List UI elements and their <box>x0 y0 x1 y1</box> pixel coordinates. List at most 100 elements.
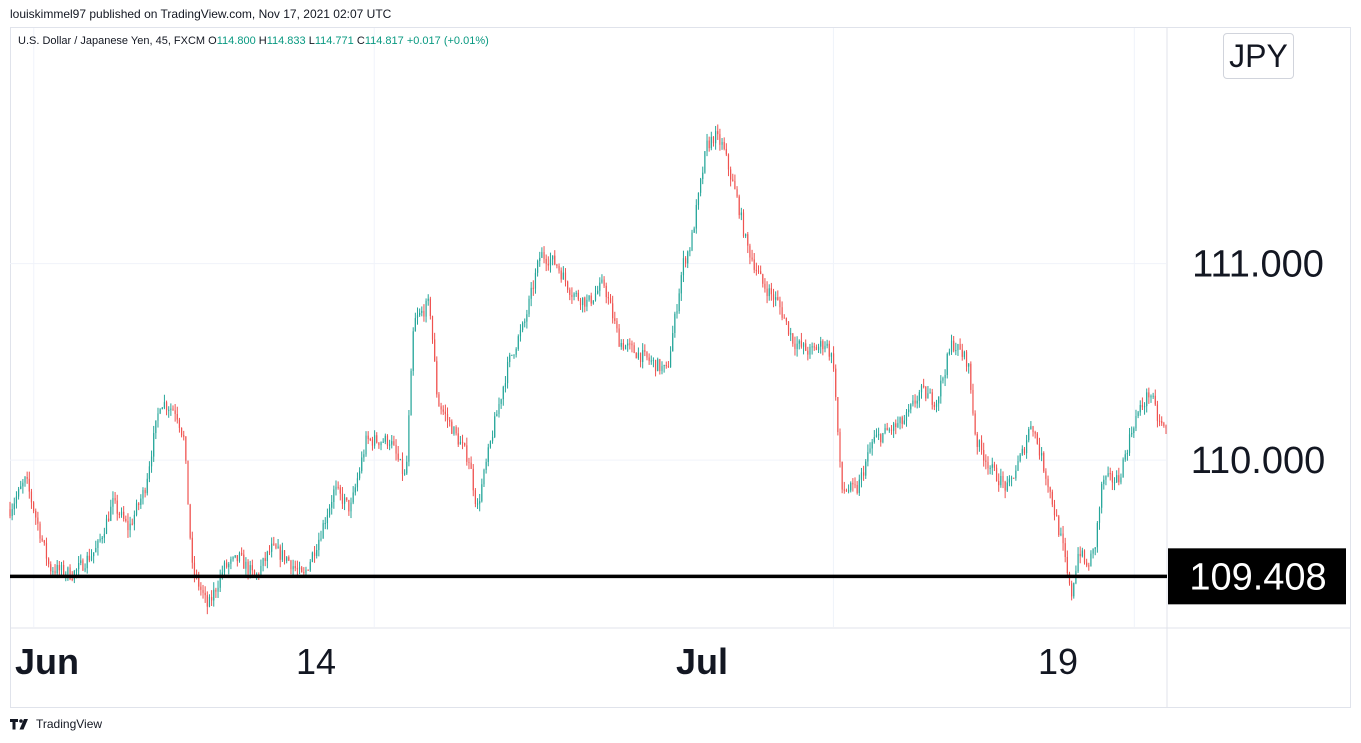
candle-body <box>1010 477 1013 479</box>
candle-body <box>52 571 54 573</box>
candle-body <box>1090 553 1092 567</box>
symbol-legend[interactable]: U.S. Dollar / Japanese Yen, 45, FXCM O11… <box>18 35 489 47</box>
candle-body <box>234 555 236 558</box>
candle-body <box>620 343 622 347</box>
candle-body <box>223 562 226 573</box>
candle-body <box>481 484 483 502</box>
candle-body <box>650 360 652 362</box>
candle-body <box>1064 543 1066 557</box>
candle-body <box>676 311 678 314</box>
candle-body <box>296 568 298 570</box>
legend-open-value: 114.800 <box>216 35 256 47</box>
candle-body <box>1008 478 1011 483</box>
candle-body <box>339 487 341 494</box>
candle-body <box>322 523 324 539</box>
candle-body <box>1096 522 1098 548</box>
candle-body <box>865 461 867 476</box>
time-tick-label: Jul <box>676 641 728 682</box>
candle-body <box>556 264 558 266</box>
candle-body <box>489 441 492 448</box>
candle-body <box>311 552 314 562</box>
candle-body <box>275 544 277 549</box>
candle-body <box>515 348 517 355</box>
candle-body <box>1004 481 1006 491</box>
candle-body <box>558 265 560 271</box>
candle-body <box>120 511 123 516</box>
candle-body <box>1109 473 1111 475</box>
candle-body <box>691 232 693 251</box>
candle-body <box>479 501 481 504</box>
candle-body <box>985 460 987 462</box>
candle-body <box>39 523 41 539</box>
candle-body <box>48 558 50 565</box>
candle-body <box>903 420 905 424</box>
candle-body <box>809 346 811 355</box>
candle-body <box>659 359 661 372</box>
candle-body <box>693 228 695 233</box>
candle-body <box>341 493 344 504</box>
candle-body <box>1150 396 1152 398</box>
candle-body <box>168 409 170 411</box>
candle-body <box>271 543 273 552</box>
grid <box>10 28 1166 627</box>
candle-body <box>442 409 444 412</box>
candle-body <box>543 252 545 259</box>
candle-body <box>524 321 526 323</box>
candle-body <box>695 204 697 229</box>
candle-body <box>1062 533 1064 544</box>
candle-body <box>813 346 815 348</box>
candle-body <box>710 136 712 149</box>
candle-body <box>444 411 446 414</box>
candle-body <box>63 564 65 575</box>
candle-body <box>654 360 657 372</box>
candle-body <box>629 343 631 345</box>
candle-body <box>539 257 541 261</box>
candle-body <box>264 558 266 562</box>
candle-body <box>822 341 824 350</box>
candle-body <box>105 518 108 534</box>
candle-body <box>174 410 176 414</box>
candle-body <box>298 567 301 570</box>
candle-body <box>509 354 511 362</box>
candle-body <box>1122 459 1124 478</box>
candle-body <box>534 272 537 289</box>
candle-body <box>983 449 985 461</box>
candle-body <box>208 597 211 607</box>
candle-body <box>301 567 303 573</box>
candle-body <box>494 416 496 438</box>
candle-body <box>794 343 796 349</box>
candle-body <box>792 333 794 344</box>
candle-body <box>45 542 48 559</box>
candle-body <box>476 503 479 505</box>
time-tick-label: Jun <box>15 641 79 682</box>
candle-body <box>753 259 755 270</box>
candle-body <box>71 578 73 580</box>
footer-branding[interactable]: TradingView <box>10 717 102 731</box>
candle-body <box>393 441 395 445</box>
candle-body <box>294 566 296 569</box>
candle-body <box>764 283 766 289</box>
candle-body <box>273 543 275 545</box>
candle-body <box>1051 491 1053 505</box>
legend-close-value: 114.817 <box>364 35 404 47</box>
candle-body <box>110 506 112 521</box>
candle-body <box>1103 479 1105 485</box>
candle-body <box>401 459 404 474</box>
candle-body <box>519 330 522 337</box>
candle-body <box>725 148 727 155</box>
candle-body <box>26 477 28 479</box>
candle-body <box>751 257 753 260</box>
candle-body <box>67 567 69 575</box>
candle-body <box>502 386 504 400</box>
candle-body <box>603 279 605 286</box>
candle-body <box>309 561 311 571</box>
candle-body <box>466 445 468 462</box>
candle-body <box>187 460 189 505</box>
candle-body <box>20 486 22 489</box>
candle-body <box>1156 404 1159 421</box>
currency-badge[interactable]: JPY <box>1223 33 1294 79</box>
candle-body <box>382 441 384 443</box>
candle-body <box>946 353 948 375</box>
candle-body <box>1101 484 1103 508</box>
